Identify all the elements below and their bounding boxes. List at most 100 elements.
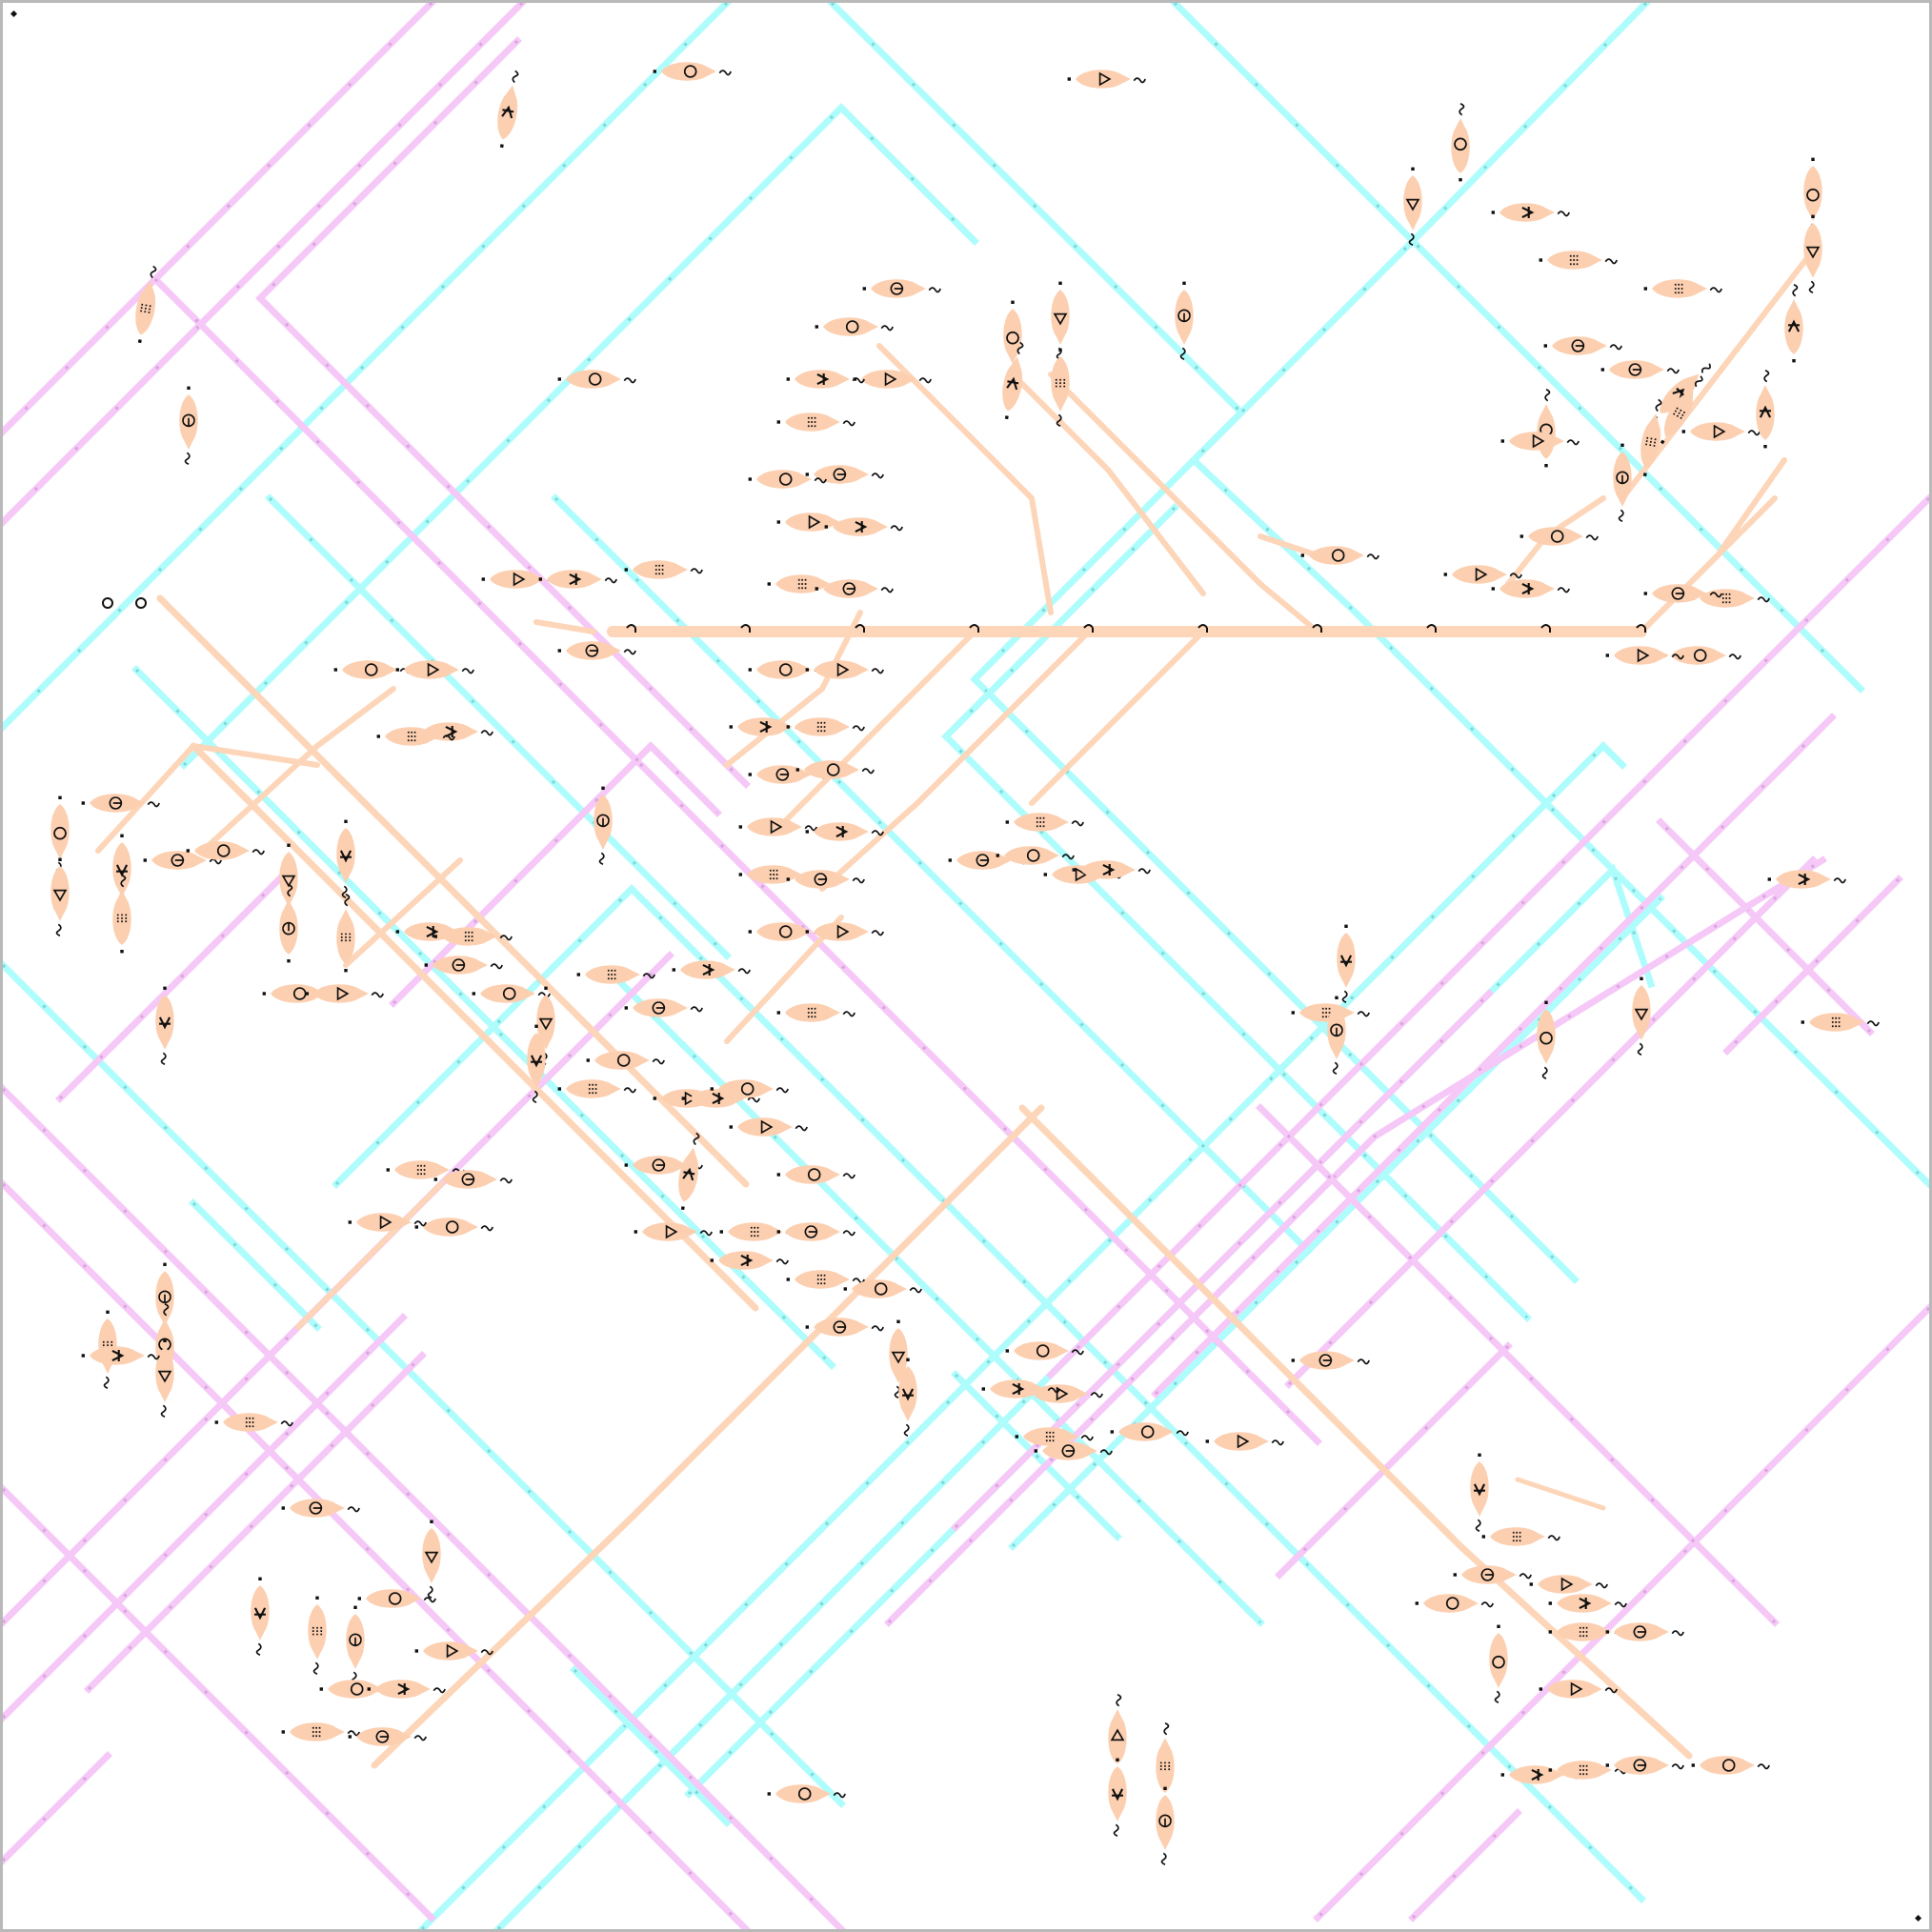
branch-4	[876, 343, 1054, 615]
cyan-lane-12	[265, 493, 732, 960]
spore-creature-icon	[862, 279, 941, 298]
diamond-icon	[1915, 1915, 1922, 1922]
pink-lane-6	[3, 1484, 436, 1922]
spore-creature-icon	[281, 1499, 360, 1518]
spore-creature-icon	[748, 470, 827, 489]
spore-creature-icon	[281, 1722, 360, 1741]
spore-creature-icon	[786, 717, 865, 736]
spore-creature-icon	[1691, 1756, 1770, 1775]
spore-creature-icon	[1002, 341, 1024, 420]
spore-creature-icon	[1660, 375, 1703, 445]
spore-creature-icon	[214, 1413, 293, 1432]
spore-creature-icon	[786, 870, 865, 889]
spore-creature-icon	[1470, 1453, 1489, 1532]
spore-creature-icon	[348, 1213, 427, 1232]
spore-creature-icon	[1756, 370, 1775, 449]
branch-16	[95, 743, 320, 854]
spore-creature-icon	[843, 1279, 922, 1298]
spore-creature-icon	[776, 1165, 855, 1184]
spore-creature-icon	[557, 370, 636, 389]
spore-creature-icon	[527, 1024, 546, 1103]
ring-icon	[135, 597, 147, 609]
cyan-lane-1	[1170, 3, 1865, 694]
spore-creature-icon	[805, 660, 884, 679]
cyan-lane-18	[570, 1665, 732, 1827]
spore-creature-icon	[678, 1132, 700, 1211]
spore-creature-icon	[395, 660, 474, 679]
spore-creature-icon	[996, 846, 1075, 865]
pink-lane-8	[3, 1313, 408, 1722]
pink-lane-10	[1046, 493, 1929, 1379]
spore-creature-icon	[594, 786, 613, 865]
spore-creature-icon	[1403, 167, 1422, 246]
spore-creature-icon	[729, 1117, 808, 1137]
branch-21	[1258, 533, 1320, 558]
hook-icon	[1426, 624, 1437, 633]
spore-creature-icon	[805, 465, 884, 484]
branch-7	[724, 610, 863, 768]
spore-creature-icon	[81, 1346, 160, 1365]
cyan-lane-7	[941, 503, 1532, 1322]
spore-creature-icon	[333, 660, 413, 679]
cyan-lane-8	[3, 3, 732, 732]
spore-creature-icon	[1529, 1575, 1608, 1594]
spore-creature-icon	[981, 1379, 1060, 1399]
spore-creature-icon	[251, 1577, 270, 1656]
branch-10	[1029, 629, 1206, 806]
spore-creature-icon	[414, 1218, 493, 1237]
spore-creature-icon	[135, 265, 157, 344]
spore-creature-icon	[824, 517, 903, 536]
spore-creature-icon	[1005, 813, 1084, 832]
pink-lane-2	[255, 36, 751, 789]
spore-creature-icon	[1643, 584, 1722, 603]
spore-creature-icon	[1108, 1758, 1127, 1837]
spore-creature-icon	[1537, 389, 1556, 468]
spore-creature-icon	[1072, 860, 1151, 879]
spore-creature-icon	[1605, 1622, 1684, 1641]
pink-lane-17	[55, 865, 293, 1103]
spore-creature-icon	[1537, 1000, 1556, 1079]
spore-creature-icon	[1051, 348, 1070, 427]
branch-22	[295, 1181, 444, 1330]
branch-network	[95, 248, 1816, 1769]
spore-creature-icon	[576, 965, 655, 984]
spore-creature-icon	[805, 822, 884, 841]
spore-creature-icon	[50, 795, 70, 875]
diagram-canvas	[3, 3, 1929, 1929]
pink-lane-18-ticks	[887, 858, 1823, 1624]
spore-creature-icon	[557, 641, 636, 660]
spore-creature-icon	[433, 1170, 513, 1189]
hook-icon	[1540, 624, 1551, 633]
hook-icon	[1083, 624, 1094, 633]
branch-6	[1048, 372, 1320, 634]
spore-creature-icon	[1491, 579, 1570, 598]
branch-19	[724, 915, 844, 1044]
spore-creature-icon	[1015, 1427, 1094, 1446]
spore-creature-icon	[367, 1680, 446, 1699]
spore-creature-icon	[422, 1519, 441, 1599]
cyan-lane-4	[417, 741, 1627, 1929]
spore-creature-icon	[795, 760, 875, 779]
spore-creature-icon	[557, 1079, 636, 1098]
spore-creature-icon	[1051, 281, 1070, 360]
spore-creature-icon	[815, 317, 894, 336]
spore-creature-icon	[1291, 1351, 1370, 1370]
pink-lane-4	[3, 1084, 846, 1929]
spore-creature-icon	[1491, 203, 1570, 222]
spore-creature-icon	[155, 1338, 174, 1418]
spore-creature-icon	[538, 570, 617, 589]
spore-creature-icon	[786, 370, 865, 389]
spore-creature-icon	[305, 984, 384, 1003]
spore-creature-icon	[414, 1641, 493, 1660]
spore-creature-icon	[1548, 1761, 1627, 1780]
spore-creature-icon	[1548, 1594, 1627, 1613]
pink-lane-14	[951, 989, 1494, 1532]
blob-cluster	[50, 62, 1880, 1865]
spore-creature-icon	[624, 998, 703, 1017]
branch-2	[190, 742, 759, 1312]
spore-creature-icon	[776, 1222, 855, 1241]
spore-creature-icon	[776, 1003, 855, 1022]
cyan-lane-17	[189, 1198, 322, 1332]
spore-creature-icon	[1539, 251, 1618, 270]
